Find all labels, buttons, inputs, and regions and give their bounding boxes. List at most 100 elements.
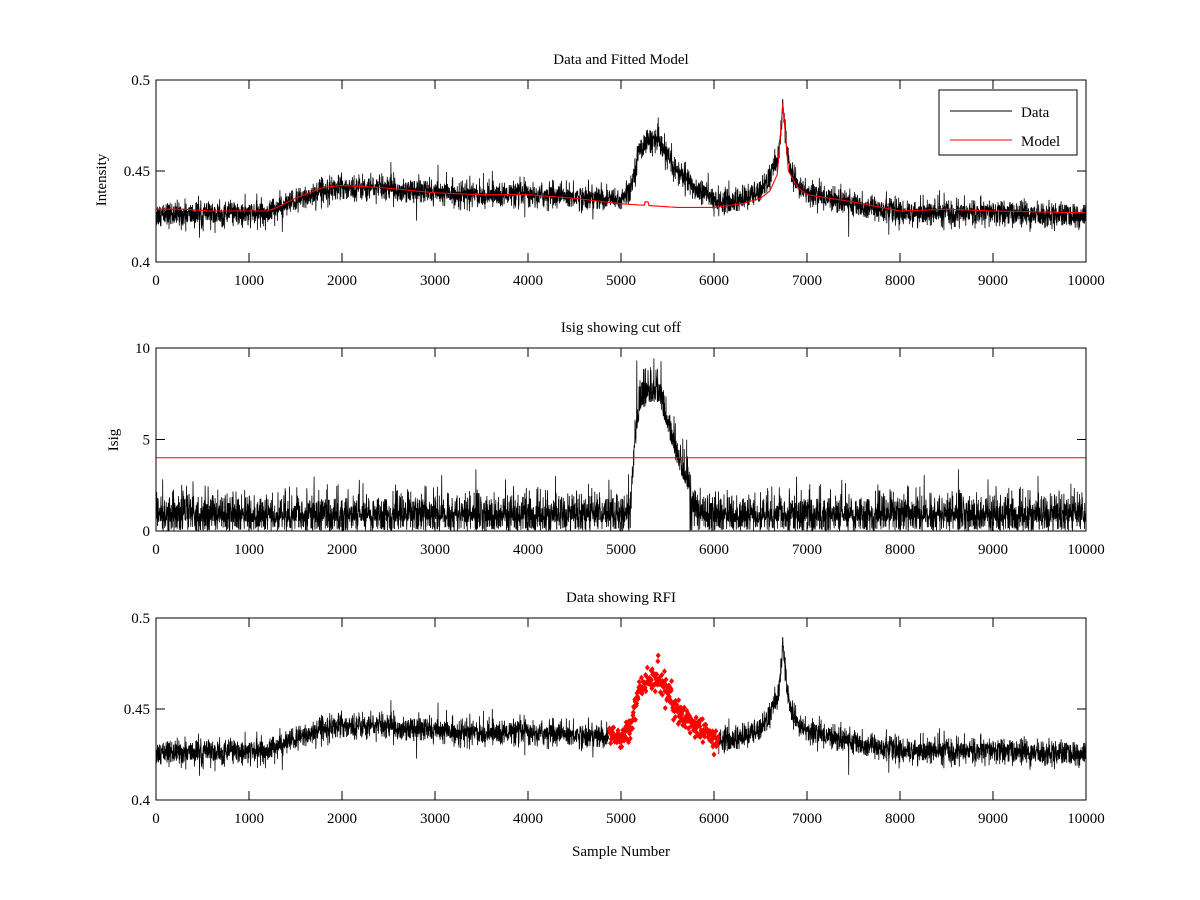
plot-area [155, 637, 1087, 776]
plot-area [155, 358, 1086, 532]
rfi-marker [699, 716, 705, 723]
axes: 0 1000 2000 3000 4000 5000 6000 7000 8000 9000 100… [124, 73, 1105, 289]
x-tick-label: 8000 [885, 273, 915, 289]
x-tick-label: 4000 [513, 273, 543, 289]
rfi-marker [669, 678, 675, 685]
y-tick-label: 0.45 [124, 702, 150, 718]
x-tick-label: 2000 [327, 811, 357, 827]
rfi-points [606, 652, 721, 758]
rfi-marker [619, 743, 625, 750]
x-tick-label: 3000 [420, 542, 450, 558]
x-tick-label: 0 [152, 542, 160, 558]
y-axis-label: Intensity [94, 153, 110, 206]
legend-label-data: Data [1021, 105, 1050, 121]
rfi-marker [659, 691, 665, 698]
panel-data-and-model: Data and Fitted Model Intensity 0 1000 200… [94, 52, 1105, 289]
rfi-marker [676, 697, 682, 704]
y-tick-label: 0.4 [131, 255, 150, 271]
x-tick-label: 1000 [234, 273, 264, 289]
panel-isig: Isig showing cut off Isig 0 1000 2000 3000 4… [106, 320, 1105, 558]
rfi-marker [634, 700, 640, 707]
x-tick-label: 5000 [606, 811, 636, 827]
x-tick-label: 1000 [234, 811, 264, 827]
rfi-marker [611, 724, 617, 731]
x-tick-label: 7000 [792, 542, 822, 558]
rfi-marker [615, 727, 621, 734]
rfi-marker [654, 671, 660, 678]
chart-title: Data and Fitted Model [553, 52, 688, 68]
x-tick-label: 0 [152, 811, 160, 827]
panel-rfi: Data showing RFI 0 1000 2000 3000 4000 5000 60… [124, 590, 1105, 860]
rfi-marker [627, 735, 633, 742]
y-tick-label: 5 [143, 433, 151, 449]
rfi-marker [703, 721, 709, 728]
x-tick-label: 10000 [1067, 811, 1105, 827]
x-tick-label: 4000 [513, 542, 543, 558]
rfi-marker [636, 678, 642, 685]
x-tick-label: 9000 [978, 273, 1008, 289]
x-tick-label: 7000 [792, 811, 822, 827]
rfi-marker [655, 658, 661, 665]
axes: 0 1000 2000 3000 4000 5000 6000 7000 8000 9000 100… [135, 341, 1105, 558]
x-tick-label: 2000 [327, 273, 357, 289]
rfi-marker [711, 751, 717, 758]
rfi-marker [649, 676, 655, 683]
rfi-marker [702, 733, 708, 740]
rfi-marker [700, 739, 706, 746]
x-tick-label: 8000 [885, 811, 915, 827]
rfi-marker [663, 676, 669, 683]
rfi-marker [655, 652, 661, 659]
rfi-marker [681, 704, 687, 711]
x-tick-label: 5000 [606, 542, 636, 558]
rfi-marker [672, 713, 678, 720]
axes: 0 1000 2000 3000 4000 5000 6000 7000 8000 9000 100… [124, 611, 1105, 827]
y-tick-label: 0.5 [131, 611, 150, 627]
rfi-marker [715, 733, 721, 740]
x-tick-label: 9000 [978, 811, 1008, 827]
rfi-marker [639, 690, 645, 697]
y-axis-label: Isig [106, 428, 122, 451]
legend-label-model: Model [1021, 134, 1060, 150]
x-tick-label: 1000 [234, 542, 264, 558]
chart-title: Isig showing cut off [561, 320, 681, 336]
rfi-marker [630, 725, 636, 732]
x-tick-label: 5000 [606, 273, 636, 289]
rfi-marker [713, 728, 719, 735]
rfi-marker [662, 668, 668, 675]
series-model-line [156, 103, 1087, 214]
y-tick-label: 0.4 [131, 793, 150, 809]
rfi-marker [652, 688, 658, 695]
chart-title: Data showing RFI [566, 590, 676, 606]
rfi-marker [662, 704, 668, 711]
rfi-marker [644, 664, 650, 671]
x-tick-label: 2000 [327, 542, 357, 558]
y-tick-label: 0.5 [131, 73, 150, 89]
x-tick-label: 6000 [699, 273, 729, 289]
x-tick-label: 8000 [885, 542, 915, 558]
rfi-marker [635, 695, 641, 702]
rfi-marker [608, 740, 614, 747]
x-tick-label: 3000 [420, 811, 450, 827]
x-tick-label: 6000 [699, 542, 729, 558]
rfi-marker [693, 714, 699, 721]
plot-area [155, 99, 1087, 238]
x-tick-label: 3000 [420, 273, 450, 289]
y-tick-label: 10 [135, 341, 150, 357]
x-tick-label: 10000 [1067, 542, 1105, 558]
x-tick-label: 9000 [978, 542, 1008, 558]
rfi-marker [633, 716, 639, 723]
series-isig-line [155, 358, 1086, 532]
rfi-marker [714, 742, 720, 749]
y-tick-label: 0.45 [124, 164, 150, 180]
rfi-marker [668, 687, 674, 694]
legend-box [938, 89, 1078, 156]
x-tick-label: 7000 [792, 273, 822, 289]
x-tick-label: 0 [152, 273, 160, 289]
series-data-line [155, 637, 1087, 776]
x-tick-label: 4000 [513, 811, 543, 827]
rfi-marker [687, 729, 693, 736]
x-tick-label: 6000 [699, 811, 729, 827]
legend: Data Model [938, 89, 1078, 156]
y-tick-label: 0 [143, 524, 151, 540]
